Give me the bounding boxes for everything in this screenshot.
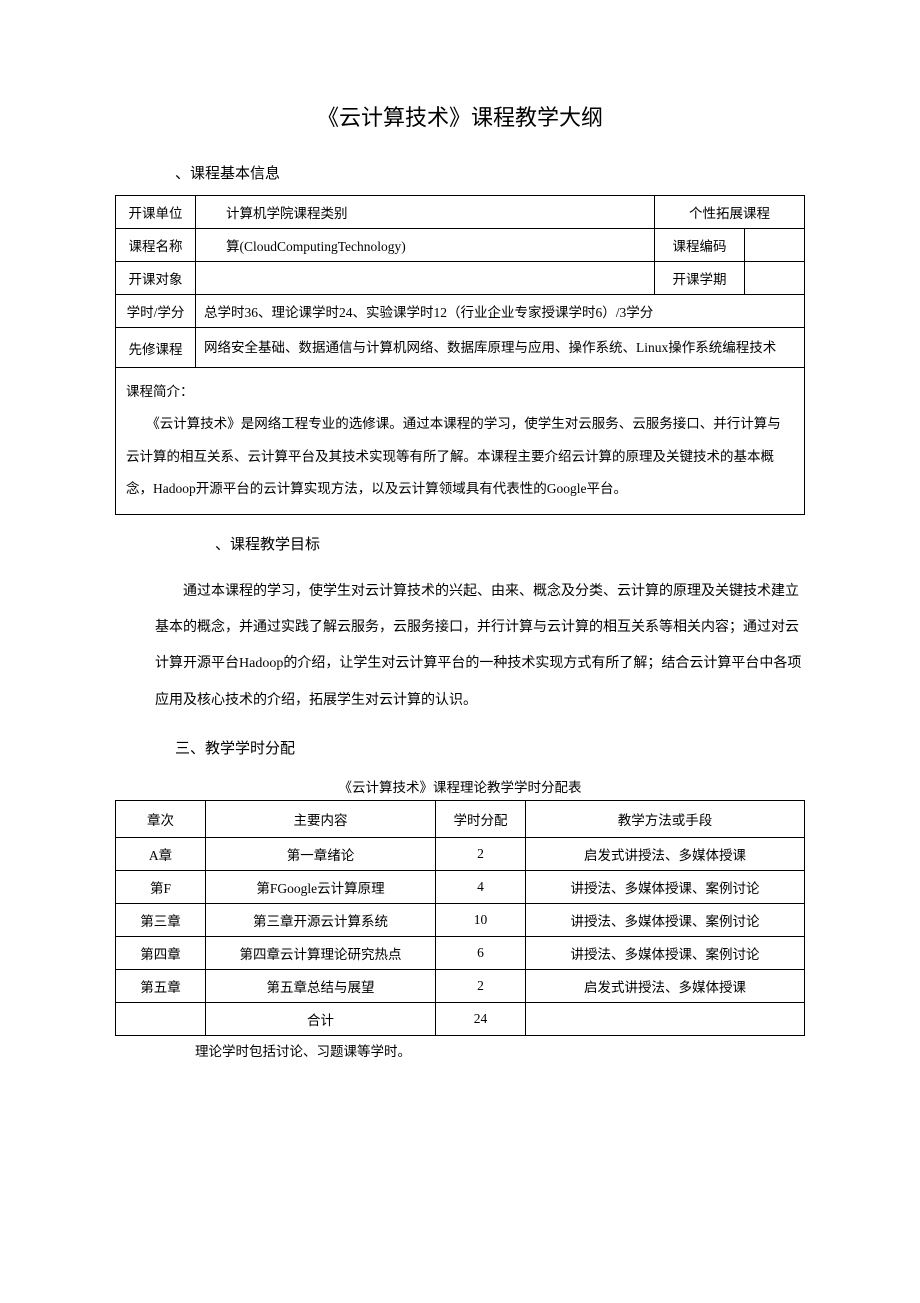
table-row: 课程名称 算(CloudComputingTechnology) 课程编码 xyxy=(116,229,805,262)
cell-value xyxy=(745,229,805,262)
cell: 2 xyxy=(436,838,526,871)
cell-value: 算(CloudComputingTechnology) xyxy=(196,229,655,262)
intro-label: 课程简介： xyxy=(126,376,794,408)
table-row: 学时/学分 总学时36、理论课学时24、实验课学时12（行业企业专家授课学时6）… xyxy=(116,295,805,328)
cell: A章 xyxy=(116,838,206,871)
cell-label: 课程编码 xyxy=(655,229,745,262)
cell: 讲授法、多媒体授课、案例讨论 xyxy=(526,937,805,970)
allocation-table: 章次 主要内容 学时分配 教学方法或手段 A章 第一章绪论 2 启发式讲授法、多… xyxy=(115,800,805,1036)
cell: 讲授法、多媒体授课、案例讨论 xyxy=(526,871,805,904)
cell-label: 学时/学分 xyxy=(116,295,196,328)
cell: 启发式讲授法、多媒体授课 xyxy=(526,970,805,1003)
intro-body: 《云计算技术》是网络工程专业的选修课。通过本课程的学习，使学生对云服务、云服务接… xyxy=(126,408,794,505)
allocation-table-caption: 《云计算技术》课程理论教学学时分配表 xyxy=(115,776,805,796)
section-1-heading: 、课程基本信息 xyxy=(175,162,805,183)
course-info-table: 开课单位 计算机学院课程类别 个性拓展课程 课程名称 算(CloudComput… xyxy=(115,195,805,515)
cell-label: 课程名称 xyxy=(116,229,196,262)
section-2-body-wrap: 通过本课程的学习，使学生对云计算技术的兴起、由来、概念及分类、云计算的原理及关键… xyxy=(115,574,805,720)
cell-value xyxy=(745,262,805,295)
cell: 合计 xyxy=(206,1003,436,1036)
allocation-footnote: 理论学时包括讨论、习题课等学时。 xyxy=(195,1040,805,1060)
cell: 启发式讲授法、多媒体授课 xyxy=(526,838,805,871)
col-header: 章次 xyxy=(116,801,206,838)
cell-value: 总学时36、理论课学时24、实验课学时12（行业企业专家授课学时6）/3学分 xyxy=(196,295,805,328)
cell-value: 网络安全基础、数据通信与计算机网络、数据库原理与应用、操作系统、Linux操作系… xyxy=(196,328,805,368)
cell: 4 xyxy=(436,871,526,904)
col-header: 教学方法或手段 xyxy=(526,801,805,838)
cell: 24 xyxy=(436,1003,526,1036)
cell: 第FGoogle云计算原理 xyxy=(206,871,436,904)
table-row: 第四章 第四章云计算理论研究热点 6 讲授法、多媒体授课、案例讨论 xyxy=(116,937,805,970)
cell-value: 计算机学院课程类别 xyxy=(196,196,655,229)
cell: 第一章绪论 xyxy=(206,838,436,871)
cell-value xyxy=(196,262,655,295)
cell: 第四章云计算理论研究热点 xyxy=(206,937,436,970)
document-title: 《云计算技术》课程教学大纲 xyxy=(115,100,805,132)
table-row: 先修课程 网络安全基础、数据通信与计算机网络、数据库原理与应用、操作系统、Lin… xyxy=(116,328,805,368)
col-header: 学时分配 xyxy=(436,801,526,838)
cell: 第三章 xyxy=(116,904,206,937)
cell: 讲授法、多媒体授课、案例讨论 xyxy=(526,904,805,937)
course-intro-cell: 课程简介： 《云计算技术》是网络工程专业的选修课。通过本课程的学习，使学生对云服… xyxy=(116,368,805,515)
table-row: 开课单位 计算机学院课程类别 个性拓展课程 xyxy=(116,196,805,229)
table-row: 第三章 第三章开源云计算系统 10 讲授法、多媒体授课、案例讨论 xyxy=(116,904,805,937)
cell-label: 开课单位 xyxy=(116,196,196,229)
section-2-body: 通过本课程的学习，使学生对云计算技术的兴起、由来、概念及分类、云计算的原理及关键… xyxy=(155,574,805,720)
table-row: 合计 24 xyxy=(116,1003,805,1036)
col-header: 主要内容 xyxy=(206,801,436,838)
cell-value: 个性拓展课程 xyxy=(655,196,805,229)
table-header-row: 章次 主要内容 学时分配 教学方法或手段 xyxy=(116,801,805,838)
cell xyxy=(116,1003,206,1036)
cell xyxy=(526,1003,805,1036)
table-row: 课程简介： 《云计算技术》是网络工程专业的选修课。通过本课程的学习，使学生对云服… xyxy=(116,368,805,515)
table-row: 开课对象 开课学期 xyxy=(116,262,805,295)
cell: 第三章开源云计算系统 xyxy=(206,904,436,937)
cell: 第五章总结与展望 xyxy=(206,970,436,1003)
cell: 第五章 xyxy=(116,970,206,1003)
cell: 6 xyxy=(436,937,526,970)
table-row: 第F 第FGoogle云计算原理 4 讲授法、多媒体授课、案例讨论 xyxy=(116,871,805,904)
cell: 第F xyxy=(116,871,206,904)
cell-label: 开课学期 xyxy=(655,262,745,295)
cell-label: 先修课程 xyxy=(116,328,196,368)
table-row: 第五章 第五章总结与展望 2 启发式讲授法、多媒体授课 xyxy=(116,970,805,1003)
cell-label: 开课对象 xyxy=(116,262,196,295)
cell: 第四章 xyxy=(116,937,206,970)
section-2-heading: 、课程教学目标 xyxy=(215,533,805,554)
table-row: A章 第一章绪论 2 启发式讲授法、多媒体授课 xyxy=(116,838,805,871)
cell: 2 xyxy=(436,970,526,1003)
cell: 10 xyxy=(436,904,526,937)
section-3-heading: 三、教学学时分配 xyxy=(175,737,805,758)
